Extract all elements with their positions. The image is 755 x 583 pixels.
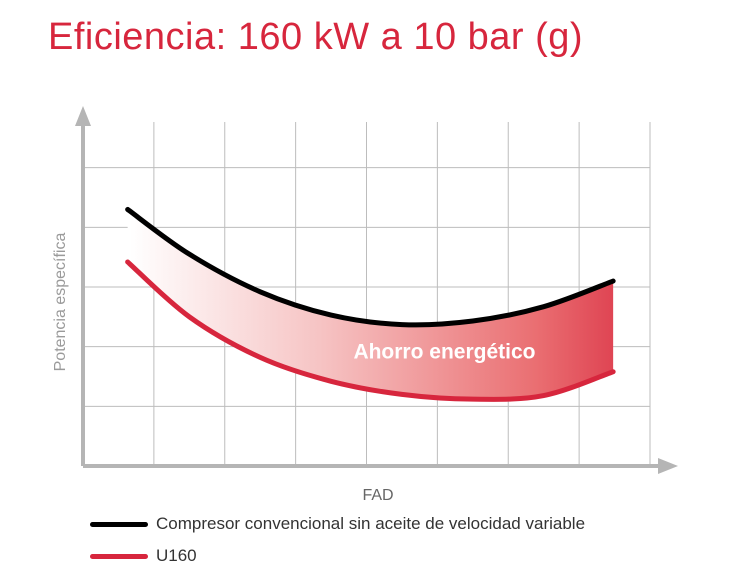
series-line-u160 bbox=[125, 259, 616, 402]
axes bbox=[75, 106, 678, 474]
legend-label-u160: U160 bbox=[156, 546, 197, 565]
savings-area-fill bbox=[127, 209, 614, 400]
y-axis-label: Potencia específica bbox=[52, 233, 69, 372]
savings-area bbox=[127, 209, 614, 400]
legend-label-conventional: Compresor convencional sin aceite de vel… bbox=[156, 514, 586, 533]
chart-title: Eficiencia: 160 kW a 10 bar (g) bbox=[48, 16, 584, 58]
chart-text: Ahorro energético FAD Potencia específica bbox=[52, 233, 535, 504]
legend-swatch-conventional bbox=[90, 521, 148, 527]
legend-item-conventional: Compresor convencional sin aceite de vel… bbox=[90, 508, 585, 540]
series-line-conventional bbox=[125, 206, 616, 328]
legend-item-u160: U160 bbox=[90, 540, 585, 572]
y-axis-arrow bbox=[75, 106, 91, 126]
legend-swatch-u160 bbox=[90, 553, 148, 559]
legend: Compresor convencional sin aceite de vel… bbox=[90, 508, 585, 572]
annotation-ahorro: Ahorro energético bbox=[353, 341, 535, 364]
x-axis-arrow bbox=[658, 458, 678, 474]
series-lines bbox=[125, 206, 616, 402]
x-axis-label: FAD bbox=[362, 487, 393, 504]
